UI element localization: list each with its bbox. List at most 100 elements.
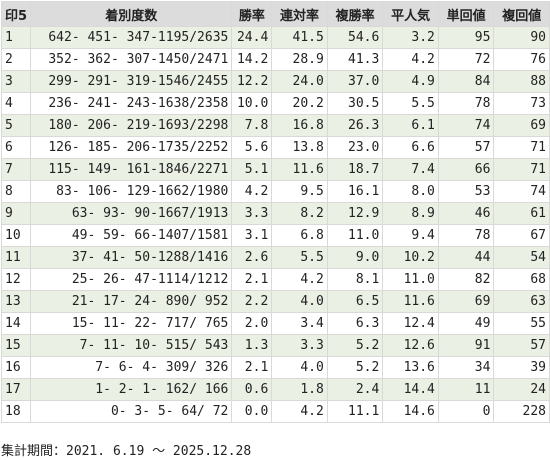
cell-avg-popularity: 6.1 bbox=[382, 114, 439, 137]
cell-win-return: 72 bbox=[437, 48, 495, 71]
cell-place-return: 73 bbox=[493, 92, 550, 115]
cell-win-return: 74 bbox=[437, 114, 495, 137]
table-row: 12 25- 26- 47-1114/1212 2.1 4.2 8.1 11.0 82 68 bbox=[0, 268, 550, 291]
cell-avg-popularity: 10.2 bbox=[382, 246, 439, 269]
header-mark: 印5 bbox=[0, 1, 32, 27]
cell-quinella-rate: 4.2 bbox=[271, 268, 328, 291]
cell-avg-popularity: 9.4 bbox=[382, 224, 439, 247]
cell-mark: 10 bbox=[0, 224, 32, 247]
cell-win-return: 0 bbox=[437, 400, 495, 423]
cell-place-rate: 41.3 bbox=[326, 48, 384, 71]
cell-place-rate: 54.6 bbox=[326, 26, 384, 49]
cell-quinella-rate: 6.8 bbox=[271, 224, 328, 247]
cell-place-rate: 2.4 bbox=[326, 378, 384, 401]
cell-win-rate: 2.1 bbox=[231, 356, 273, 379]
cell-place-return: 67 bbox=[493, 224, 550, 247]
cell-record: 126- 185- 206-1735/2252 bbox=[30, 136, 233, 159]
cell-win-return: 44 bbox=[437, 246, 495, 269]
table-row: 11 37- 41- 50-1288/1416 2.6 5.5 9.0 10.2 44 54 bbox=[0, 246, 550, 269]
cell-mark: 5 bbox=[0, 114, 32, 137]
cell-mark: 17 bbox=[0, 378, 32, 401]
cell-place-rate: 5.2 bbox=[326, 356, 384, 379]
cell-place-rate: 9.0 bbox=[326, 246, 384, 269]
cell-quinella-rate: 16.8 bbox=[271, 114, 328, 137]
cell-record: 352- 362- 307-1450/2471 bbox=[30, 48, 233, 71]
cell-quinella-rate: 8.2 bbox=[271, 202, 328, 225]
cell-place-rate: 11.1 bbox=[326, 400, 384, 423]
cell-record: 236- 241- 243-1638/2358 bbox=[30, 92, 233, 115]
cell-place-return: 228 bbox=[493, 400, 550, 423]
cell-win-rate: 0.6 bbox=[231, 378, 273, 401]
cell-quinella-rate: 4.2 bbox=[271, 400, 328, 423]
table-row: 3 299- 291- 319-1546/2455 12.2 24.0 37.0 4.9 8… bbox=[0, 70, 550, 93]
cell-mark: 14 bbox=[0, 312, 32, 335]
cell-win-rate: 2.0 bbox=[231, 312, 273, 335]
cell-quinella-rate: 13.8 bbox=[271, 136, 328, 159]
cell-win-return: 78 bbox=[437, 92, 495, 115]
cell-mark: 18 bbox=[0, 400, 32, 423]
cell-mark: 13 bbox=[0, 290, 32, 313]
cell-win-rate: 5.6 bbox=[231, 136, 273, 159]
aggregation-period: 集計期間：2021. 6.19 ～ 2025.12.28 bbox=[1, 444, 252, 459]
cell-quinella-rate: 11.6 bbox=[271, 158, 328, 181]
table-row: 9 63- 93- 90-1667/1913 3.3 8.2 12.9 8.9 46 61 bbox=[0, 202, 550, 225]
cell-record: 15- 11- 22- 717/ 765 bbox=[30, 312, 233, 335]
cell-record: 0- 3- 5- 64/ 72 bbox=[30, 400, 233, 423]
cell-mark: 1 bbox=[0, 26, 32, 49]
cell-avg-popularity: 6.6 bbox=[382, 136, 439, 159]
cell-place-return: 69 bbox=[493, 114, 550, 137]
cell-win-return: 57 bbox=[437, 136, 495, 159]
table-row: 10 49- 59- 66-1407/1581 3.1 6.8 11.0 9.4 78 67 bbox=[0, 224, 550, 247]
cell-win-return: 69 bbox=[437, 290, 495, 313]
cell-place-return: 76 bbox=[493, 48, 550, 71]
cell-win-return: 66 bbox=[437, 158, 495, 181]
cell-place-rate: 18.7 bbox=[326, 158, 384, 181]
header-place-rate: 複勝率 bbox=[326, 1, 384, 27]
cell-win-rate: 2.6 bbox=[231, 246, 273, 269]
cell-record: 642- 451- 347-1195/2635 bbox=[30, 26, 233, 49]
cell-win-return: 91 bbox=[437, 334, 495, 357]
cell-win-return: 82 bbox=[437, 268, 495, 291]
header-avg-popularity: 平人気 bbox=[382, 1, 439, 27]
cell-win-rate: 2.1 bbox=[231, 268, 273, 291]
cell-record: 63- 93- 90-1667/1913 bbox=[30, 202, 233, 225]
cell-win-rate: 7.8 bbox=[231, 114, 273, 137]
cell-avg-popularity: 4.2 bbox=[382, 48, 439, 71]
cell-place-return: 24 bbox=[493, 378, 550, 401]
cell-quinella-rate: 4.0 bbox=[271, 356, 328, 379]
table-row: 1 642- 451- 347-1195/2635 24.4 41.5 54.6 3.2 9… bbox=[0, 26, 550, 49]
table-row: 17 1- 2- 1- 162/ 166 0.6 1.8 2.4 14.4 11 24 bbox=[0, 378, 550, 401]
table-body: 1 642- 451- 347-1195/2635 24.4 41.5 54.6 3.2 9… bbox=[0, 26, 550, 423]
cell-mark: 2 bbox=[0, 48, 32, 71]
cell-avg-popularity: 11.0 bbox=[382, 268, 439, 291]
cell-win-rate: 4.2 bbox=[231, 180, 273, 203]
cell-record: 25- 26- 47-1114/1212 bbox=[30, 268, 233, 291]
cell-record: 115- 149- 161-1846/2271 bbox=[30, 158, 233, 181]
table-row: 14 15- 11- 22- 717/ 765 2.0 3.4 6.3 12.4 49 55 bbox=[0, 312, 550, 335]
cell-place-return: 68 bbox=[493, 268, 550, 291]
cell-avg-popularity: 13.6 bbox=[382, 356, 439, 379]
cell-avg-popularity: 14.6 bbox=[382, 400, 439, 423]
cell-avg-popularity: 8.0 bbox=[382, 180, 439, 203]
table-row: 2 352- 362- 307-1450/2471 14.2 28.9 41.3 4.2 7… bbox=[0, 48, 550, 71]
table-row: 8 83- 106- 129-1662/1980 4.2 9.5 16.1 8.0 53 74 bbox=[0, 180, 550, 203]
cell-win-rate: 5.1 bbox=[231, 158, 273, 181]
cell-quinella-rate: 41.5 bbox=[271, 26, 328, 49]
cell-record: 21- 17- 24- 890/ 952 bbox=[30, 290, 233, 313]
cell-win-rate: 14.2 bbox=[231, 48, 273, 71]
table-row: 15 7- 11- 10- 515/ 543 1.3 3.3 5.2 12.6 91 57 bbox=[0, 334, 550, 357]
cell-win-rate: 12.2 bbox=[231, 70, 273, 93]
cell-mark: 3 bbox=[0, 70, 32, 93]
table-row: 16 7- 6- 4- 309/ 326 2.1 4.0 5.2 13.6 34 39 bbox=[0, 356, 550, 379]
cell-mark: 12 bbox=[0, 268, 32, 291]
table-row: 6 126- 185- 206-1735/2252 5.6 13.8 23.0 6.6 57… bbox=[0, 136, 550, 159]
cell-place-rate: 11.0 bbox=[326, 224, 384, 247]
cell-place-rate: 26.3 bbox=[326, 114, 384, 137]
cell-win-rate: 1.3 bbox=[231, 334, 273, 357]
cell-quinella-rate: 20.2 bbox=[271, 92, 328, 115]
cell-avg-popularity: 3.2 bbox=[382, 26, 439, 49]
cell-place-return: 71 bbox=[493, 136, 550, 159]
cell-mark: 15 bbox=[0, 334, 32, 357]
cell-mark: 8 bbox=[0, 180, 32, 203]
cell-record: 83- 106- 129-1662/1980 bbox=[30, 180, 233, 203]
